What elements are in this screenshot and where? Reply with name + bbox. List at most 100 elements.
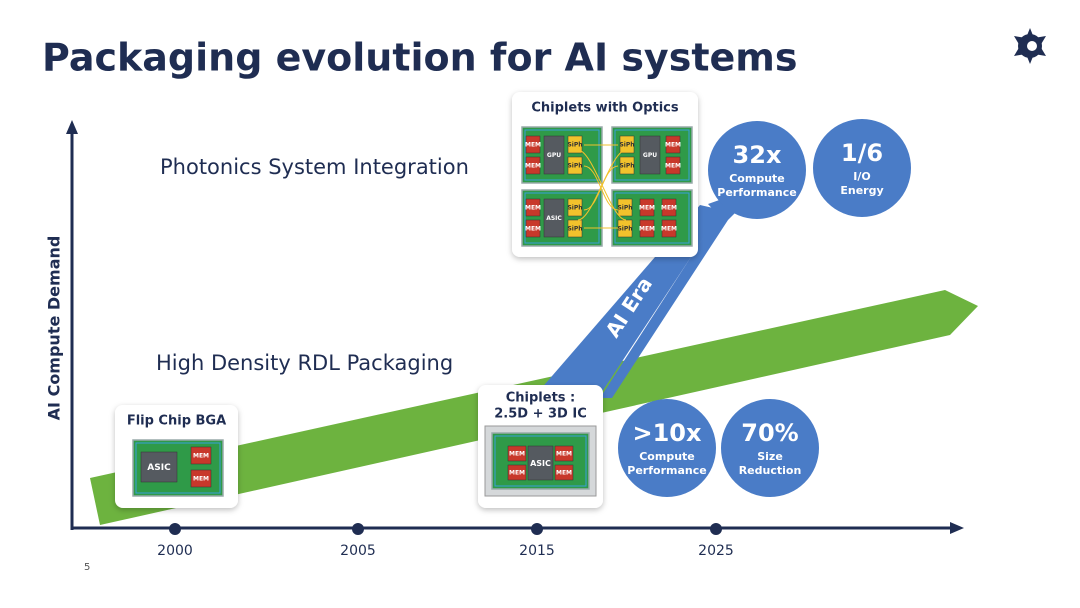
chip-label: MEM <box>193 453 209 460</box>
content: 2000 2005 2015 2025 Chiplets with Optics MEM M… <box>115 92 911 559</box>
chip-label: SiPh <box>619 142 634 149</box>
board <box>611 189 693 247</box>
card-title: Flip Chip BGA <box>127 414 226 429</box>
board-inner <box>524 129 600 181</box>
metric-caption: Performance <box>717 186 796 199</box>
chip-label: MEM <box>525 205 541 212</box>
chip-label: MEM <box>639 226 655 233</box>
chip-label: SiPh <box>567 163 582 170</box>
metric-value: >10x <box>633 419 703 447</box>
slide-title: Packaging evolution for AI systems <box>42 36 797 80</box>
card-title: Chiplets : <box>506 391 576 406</box>
chip-label: MEM <box>665 163 681 170</box>
logo <box>1014 28 1046 64</box>
chip <box>639 219 655 238</box>
chip <box>567 135 583 154</box>
ai-era-arrow <box>533 192 742 398</box>
metric-circle <box>618 399 716 497</box>
chip-label: MEM <box>556 470 572 477</box>
chip <box>525 156 541 175</box>
chip <box>525 219 541 238</box>
chip-label: GPU <box>547 152 561 159</box>
board-inner <box>614 129 690 181</box>
chip <box>665 135 681 154</box>
chip <box>527 445 554 481</box>
chip-label: ASIC <box>147 463 171 473</box>
board-inner <box>614 192 690 244</box>
board-inner <box>524 192 600 244</box>
card-title: 2.5D + 3D IC <box>494 407 587 422</box>
chip-label: MEM <box>193 476 209 483</box>
metric-value: 1/6 <box>841 139 883 167</box>
chip-label: GPU <box>643 152 657 159</box>
chip-label: MEM <box>661 205 677 212</box>
chip-label: SiPh <box>619 163 634 170</box>
chip <box>140 451 178 483</box>
chip <box>525 135 541 154</box>
chip <box>639 198 655 217</box>
chip <box>619 156 635 175</box>
chip-label: ASIC <box>546 215 562 222</box>
chip-label: MEM <box>525 226 541 233</box>
chip-label: MEM <box>639 205 655 212</box>
metric-caption: Size <box>757 450 783 463</box>
metric-circle <box>708 121 806 219</box>
metric-caption: Performance <box>627 464 706 477</box>
chip <box>617 198 633 217</box>
x-tick-dot <box>531 523 543 535</box>
chip <box>567 156 583 175</box>
chip-label: SiPh <box>567 205 582 212</box>
board-inner <box>135 442 221 494</box>
chip <box>507 445 527 462</box>
y-axis-label: AI Compute Demand <box>45 236 64 421</box>
chip-label: SiPh <box>617 226 632 233</box>
x-tick-label: 2015 <box>519 543 555 559</box>
chip <box>639 135 661 175</box>
chip <box>543 135 565 175</box>
chip-label: SiPh <box>617 205 632 212</box>
chip <box>190 446 212 465</box>
metric-value: 70% <box>741 419 798 447</box>
track-label: Photonics System Integration <box>160 155 469 179</box>
chip <box>619 135 635 154</box>
chip <box>665 156 681 175</box>
chip-label: MEM <box>509 451 525 458</box>
chip-label: ASIC <box>530 459 551 468</box>
chip <box>567 219 583 238</box>
x-axis-arrow <box>950 522 964 534</box>
metric-caption: I/O <box>853 170 870 183</box>
metric-caption: Compute <box>639 450 695 463</box>
chip <box>525 198 541 217</box>
optical-link <box>577 149 627 221</box>
x-tick-label: 2005 <box>340 543 376 559</box>
chip <box>507 464 527 481</box>
chip-label: MEM <box>661 226 677 233</box>
chip-label: MEM <box>509 470 525 477</box>
page-number: 5 <box>84 562 90 573</box>
y-axis-arrow <box>66 120 78 134</box>
x-tick-label: 2025 <box>698 543 734 559</box>
chip-label: SiPh <box>567 226 582 233</box>
track-label: High Density RDL Packaging <box>156 351 453 375</box>
chip <box>567 198 583 217</box>
x-tick-dot <box>352 523 364 535</box>
x-tick-label: 2000 <box>157 543 193 559</box>
chip-label: SiPh <box>567 142 582 149</box>
metric-caption: Energy <box>840 184 883 197</box>
metric-circle <box>721 399 819 497</box>
chip <box>543 198 565 238</box>
chip-label: MEM <box>525 163 541 170</box>
chip-label: MEM <box>665 142 681 149</box>
metric-caption: Reduction <box>739 464 802 477</box>
chip <box>554 464 574 481</box>
chip <box>661 198 677 217</box>
board-inner <box>494 435 587 487</box>
x-tick-dot <box>169 523 181 535</box>
x-tick-dot <box>710 523 722 535</box>
chip <box>190 469 212 488</box>
chip <box>554 445 574 462</box>
metric-caption: Compute <box>729 172 785 185</box>
chip <box>661 219 677 238</box>
chip-label: MEM <box>525 142 541 149</box>
